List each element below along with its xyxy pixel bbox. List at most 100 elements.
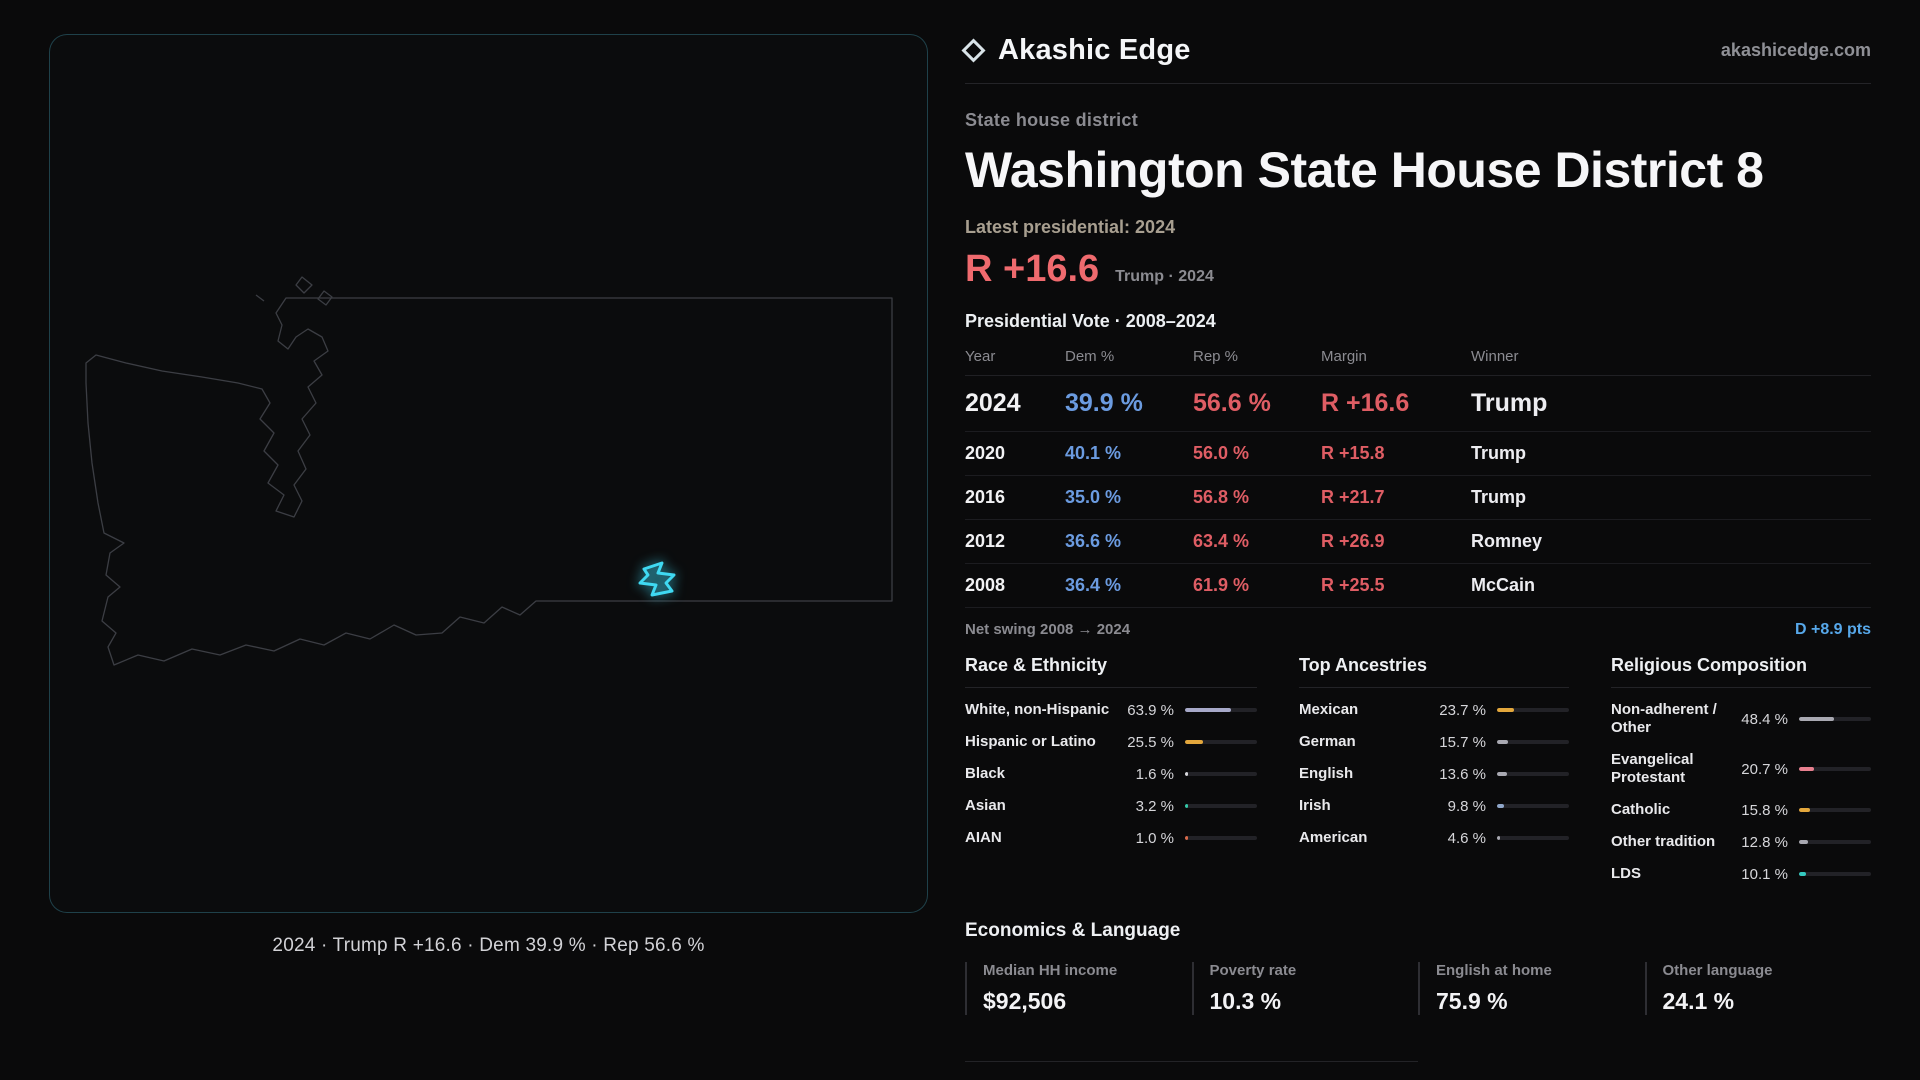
demo-label: Non-adherent / Other	[1611, 701, 1717, 736]
cell-rep-pct: 56.8 %	[1193, 487, 1250, 507]
demo-bar-track	[1799, 717, 1871, 721]
demo-bar-track	[1799, 767, 1871, 771]
demo-value: 10.1 %	[1741, 865, 1788, 883]
demo-bar-fill	[1185, 804, 1188, 808]
vote-table-row: 2016 35.0 % 56.8 % R +21.7 Trump	[965, 476, 1871, 520]
page-title: Washington State House District 8	[965, 142, 1764, 198]
demo-row: Hispanic or Latino 25.5 %	[965, 726, 1257, 758]
demo-label: Asian	[965, 797, 1006, 814]
stat-value: 75.9 %	[1436, 988, 1508, 1014]
district-kicker: State house district	[965, 110, 1139, 130]
economics-stats: Median HH income $92,506 Poverty rate 10…	[965, 962, 1871, 1015]
cell-margin: R +16.6	[1321, 389, 1410, 417]
cell-year: 2020	[965, 443, 1006, 463]
cell-winner: Trump	[1471, 389, 1548, 417]
site-domain-link[interactable]: akashicedge.com	[1720, 40, 1871, 60]
demo-bar-track	[1497, 740, 1569, 744]
stat-label: Median HH income	[983, 962, 1118, 979]
cell-margin: R +21.7	[1321, 487, 1385, 507]
margin-value: R +16.6	[965, 248, 1100, 290]
vote-table-row: 2024 39.9 % 56.6 % R +16.6 Trump	[965, 376, 1871, 432]
cell-dem-pct: 36.4 %	[1065, 575, 1122, 595]
demo-label: Irish	[1299, 797, 1331, 814]
column-header: Year	[965, 348, 996, 365]
demo-bar-track	[1497, 836, 1569, 840]
demo-value: 48.4 %	[1741, 710, 1788, 728]
cell-winner: Trump	[1471, 443, 1527, 463]
demo-value: 13.6 %	[1439, 765, 1486, 783]
map-column: 2024 · Trump R +16.6 · Dem 39.9 % · Rep …	[49, 34, 928, 1080]
demo-value: 15.7 %	[1439, 733, 1486, 751]
demo-bar-track	[1185, 772, 1257, 776]
brand: Akashic Edge	[961, 34, 1191, 67]
demo-label: White, non-Hispanic	[965, 701, 1110, 718]
demo-label: Black	[965, 765, 1006, 782]
cell-rep-pct: 56.0 %	[1193, 443, 1250, 463]
cell-winner: Trump	[1471, 487, 1527, 507]
demo-label: English	[1299, 765, 1354, 782]
cell-margin: R +15.8	[1321, 443, 1385, 463]
column-header: Dem %	[1065, 348, 1115, 365]
vote-table-body: 2024 39.9 % 56.6 % R +16.6 Trump 2020 40…	[965, 376, 1871, 608]
demo-value: 20.7 %	[1741, 760, 1788, 778]
demo-bar-track	[1185, 804, 1257, 808]
highlighted-district-8[interactable]	[638, 561, 676, 597]
column-header: Winner	[1471, 348, 1519, 365]
demo-value: 4.6 %	[1447, 829, 1486, 847]
stat-box: Other language 24.1 %	[1644, 962, 1872, 1015]
footer-divider	[965, 1061, 1418, 1062]
vote-table-title: Presidential Vote · 2008–2024	[965, 311, 1216, 331]
cell-year: 2024	[965, 389, 1021, 417]
demo-bar-track	[1497, 708, 1569, 712]
demo-bar-track	[1799, 808, 1871, 812]
demo-bar-fill	[1185, 740, 1204, 744]
race-rows: White, non-Hispanic 63.9 % Hispanic or L…	[965, 694, 1257, 854]
demo-bar-track	[1799, 840, 1871, 844]
demo-label: Other tradition	[1611, 833, 1716, 850]
headline-margin: R +16.6 Trump · 2024	[965, 248, 1871, 291]
cell-year: 2012	[965, 531, 1006, 551]
demo-value: 1.6 %	[1135, 765, 1174, 783]
section-title: Religious Composition	[1611, 655, 1871, 688]
section-title: Top Ancestries	[1299, 655, 1569, 688]
column-header: Margin	[1321, 348, 1367, 365]
demo-label: Hispanic or Latino	[965, 733, 1096, 750]
state-outline	[85, 276, 893, 666]
section-title: Race & Ethnicity	[965, 655, 1257, 688]
demo-row: American 4.6 %	[1299, 822, 1569, 854]
section-top-ancestries: Top Ancestries Mexican 23.7 % Ge	[1299, 655, 1569, 890]
margin-subtitle: Trump · 2024	[1115, 268, 1214, 285]
demo-bar-fill	[1799, 767, 1814, 771]
demo-value: 25.5 %	[1127, 733, 1174, 751]
stat-box: English at home 75.9 %	[1418, 962, 1645, 1015]
stat-box: Median HH income $92,506	[965, 962, 1192, 1015]
demo-label: Catholic	[1611, 801, 1671, 818]
header: Akashic Edge akashicedge.com	[961, 34, 1871, 84]
demo-bar-track	[1185, 708, 1257, 712]
demo-bar-fill	[1799, 808, 1811, 812]
demo-bar-fill	[1497, 804, 1505, 808]
demo-row: AIAN 1.0 %	[965, 822, 1257, 854]
washington-state-map	[85, 276, 893, 666]
cell-rep-pct: 56.6 %	[1193, 389, 1271, 417]
demo-value: 63.9 %	[1127, 701, 1174, 719]
vote-table-row: 2008 36.4 % 61.9 % R +25.5 McCain	[965, 564, 1871, 608]
net-swing-row: Net swing 2008 → 2024 D +8.9 pts	[965, 608, 1871, 639]
demo-bar-fill	[1799, 840, 1809, 844]
demo-bar-fill	[1799, 717, 1834, 721]
demo-bar-fill	[1185, 772, 1188, 776]
section-religious-composition: Religious Composition Non-adherent / Oth…	[1611, 655, 1871, 890]
cell-dem-pct: 36.6 %	[1065, 531, 1122, 551]
stat-box: Poverty rate 10.3 %	[1191, 962, 1419, 1015]
cell-winner: McCain	[1471, 575, 1536, 595]
latest-presidential-label: Latest presidential: 2024	[965, 217, 1176, 237]
net-swing-value: D +8.9 pts	[1794, 621, 1871, 638]
demo-label: Evangelical Protestant	[1611, 751, 1694, 786]
demo-row: Evangelical Protestant 20.7 %	[1611, 744, 1871, 794]
stat-value: 24.1 %	[1662, 988, 1735, 1014]
stat-value: $92,506	[983, 988, 1067, 1014]
brand-name: Akashic Edge	[998, 34, 1191, 66]
cell-dem-pct: 40.1 %	[1065, 443, 1122, 463]
demo-value: 9.8 %	[1447, 797, 1486, 815]
